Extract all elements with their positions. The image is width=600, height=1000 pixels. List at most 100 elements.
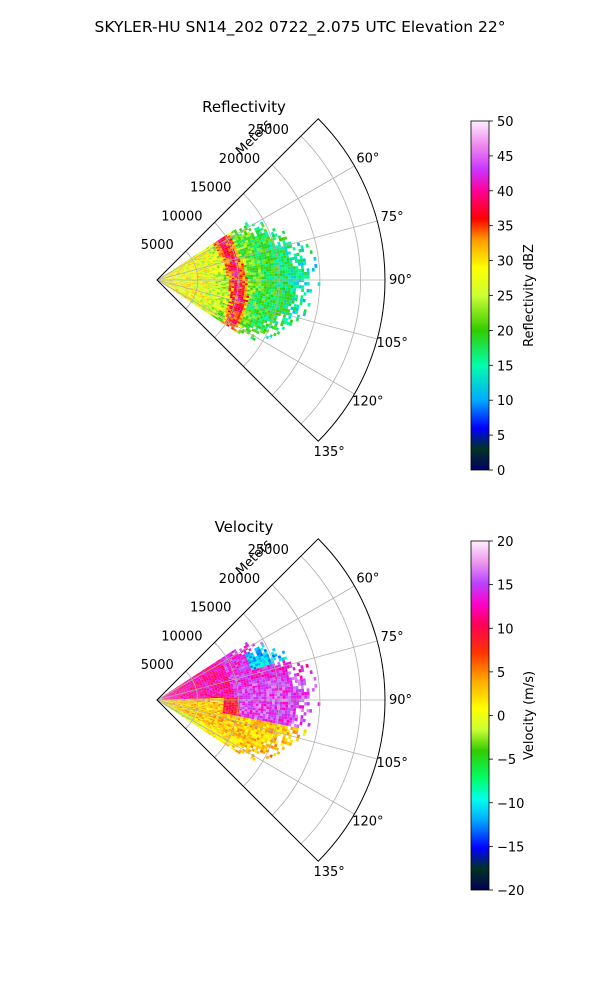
data-cell: [198, 708, 202, 710]
data-cell: [212, 698, 216, 700]
data-cell: [279, 727, 283, 731]
data-cell: [263, 648, 268, 653]
data-cell: [218, 700, 221, 703]
data-cell: [254, 321, 258, 325]
data-cell: [182, 685, 186, 687]
data-cell: [230, 737, 234, 741]
data-cell: [204, 673, 208, 677]
azimuth-tick-label: 60°: [356, 151, 379, 166]
data-cell: [197, 712, 201, 714]
data-cell: [172, 282, 176, 284]
data-cell: [209, 290, 212, 293]
data-cell: [218, 666, 222, 669]
data-cell: [201, 296, 205, 299]
data-cell: [258, 746, 262, 750]
data-cell: [225, 248, 229, 252]
data-cell: [209, 298, 213, 301]
data-cell: [262, 684, 266, 687]
data-cell: [213, 663, 217, 667]
data-cell: [177, 696, 181, 698]
data-cell: [294, 310, 299, 315]
data-cell: [169, 278, 173, 280]
data-cell: [282, 284, 286, 288]
data-cell: [231, 287, 234, 290]
data-cell: [237, 236, 241, 240]
data-cell: [234, 319, 239, 323]
data-cell: [227, 682, 231, 685]
data-cell: [205, 686, 209, 689]
data-cell: [215, 283, 219, 285]
data-cell: [214, 708, 218, 711]
data-cell: [168, 693, 172, 695]
data-cell: [175, 289, 179, 291]
data-cell: [206, 687, 210, 690]
data-cell: [211, 712, 215, 714]
data-cell: [178, 269, 182, 271]
data-cell: [172, 701, 176, 703]
data-cell: [221, 731, 225, 734]
data-cell: [208, 711, 212, 714]
data-cell: [271, 704, 275, 707]
data-cell: [291, 300, 295, 304]
data-cell: [175, 701, 178, 703]
data-cell: [187, 706, 191, 709]
data-cell: [255, 319, 259, 323]
data-cell: [227, 294, 231, 297]
data-cell: [232, 245, 236, 249]
data-cell: [225, 710, 229, 713]
data-cell: [174, 693, 177, 695]
data-cell: [182, 265, 186, 267]
data-cell: [279, 724, 283, 728]
data-cell: [188, 258, 191, 261]
data-cell: [244, 667, 249, 670]
data-cell: [202, 721, 206, 724]
data-cell: [190, 262, 193, 265]
data-cell: [228, 249, 232, 252]
data-cell: [250, 652, 254, 656]
data-cell: [228, 676, 232, 680]
data-cell: [213, 308, 217, 312]
data-cell: [229, 281, 232, 283]
data-cell: [166, 283, 169, 285]
data-cell: [247, 653, 252, 657]
data-cell: [170, 271, 174, 273]
data-cell: [235, 239, 240, 243]
data-cell: [198, 272, 202, 274]
data-cell: [166, 284, 169, 286]
data-cell: [166, 694, 169, 696]
data-cell: [182, 292, 186, 295]
data-cell: [188, 292, 192, 295]
data-cell: [200, 672, 203, 675]
data-cell: [231, 702, 235, 705]
data-cell: [235, 725, 239, 728]
data-cell: [246, 713, 250, 717]
data-cell: [239, 281, 243, 284]
data-cell: [243, 252, 247, 255]
data-cell: [248, 677, 252, 681]
data-cell: [262, 293, 266, 297]
data-cell: [220, 732, 224, 736]
data-cell: [277, 301, 281, 305]
data-cell: [241, 666, 245, 669]
data-cell: [210, 308, 214, 312]
data-cell: [196, 277, 200, 279]
data-cell: [245, 299, 249, 303]
data-cell: [206, 724, 210, 727]
data-cell: [253, 719, 257, 722]
data-cell: [251, 681, 255, 684]
data-cell: [208, 266, 212, 269]
data-cell: [188, 719, 191, 722]
data-cell: [164, 280, 168, 282]
data-cell: [247, 300, 251, 303]
data-cell: [250, 274, 254, 278]
data-cell: [161, 701, 164, 704]
data-cell: [306, 688, 310, 692]
data-cell: [219, 676, 223, 679]
data-cell: [173, 691, 177, 693]
data-cell: [177, 278, 181, 279]
data-cell: [200, 719, 204, 722]
data-cell: [234, 735, 238, 738]
data-cell: [188, 274, 192, 276]
data-cell: [203, 719, 207, 722]
data-cell: [292, 307, 297, 311]
